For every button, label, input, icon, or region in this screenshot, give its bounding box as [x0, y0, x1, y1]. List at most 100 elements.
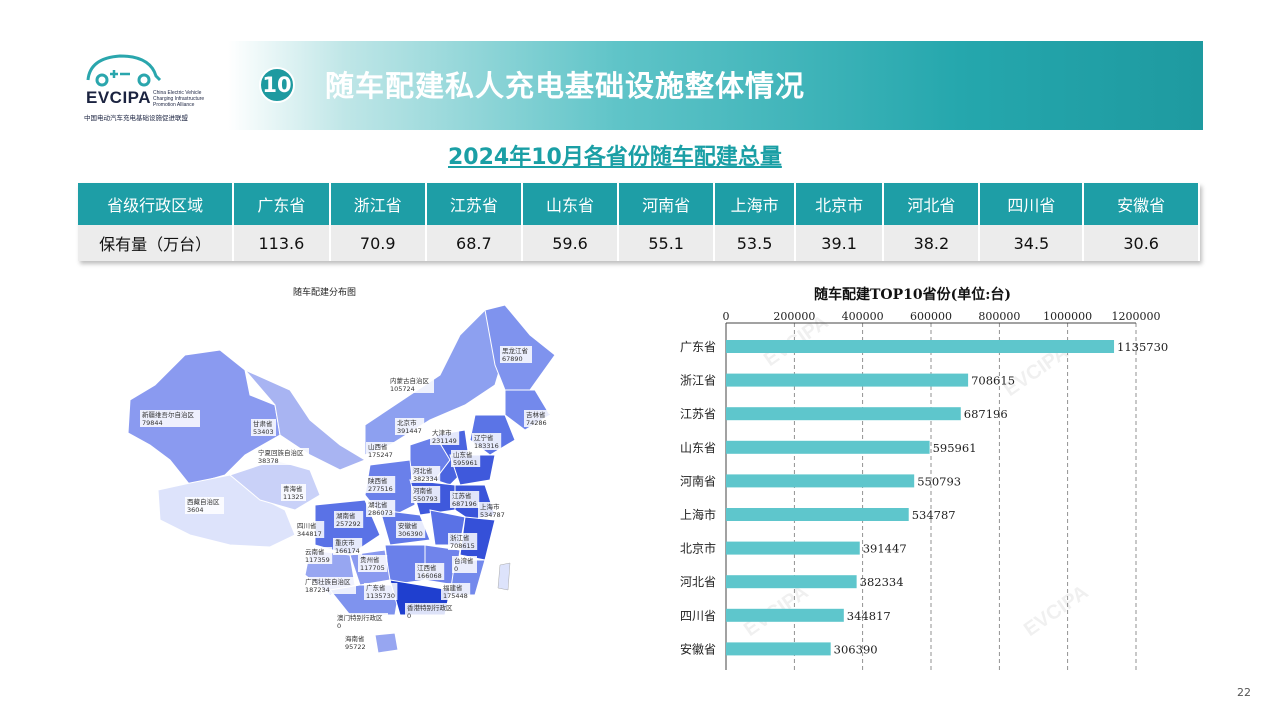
table-cell: 113.6: [233, 225, 331, 261]
map-region-value: 391447: [397, 427, 422, 435]
map-label-box: [140, 410, 200, 427]
x-tick-label: 200000: [773, 310, 815, 323]
map-region-value: 687196: [452, 500, 477, 508]
map-region-value: 79844: [142, 419, 163, 427]
map-region-value: 95722: [345, 643, 366, 651]
value-label: 687196: [964, 407, 1008, 421]
category-label: 山东省: [680, 441, 716, 455]
map-region-value: 175448: [443, 592, 468, 600]
table-cell: 广东省: [233, 183, 331, 225]
map-region-value: 11325: [283, 493, 304, 501]
logo-english: China Electric Vehicle Charging Infrastru…: [153, 90, 205, 108]
map-label-box: [524, 410, 549, 427]
category-label: 北京市: [680, 541, 716, 556]
map-label-box: [295, 521, 325, 538]
map-label-box: [395, 418, 425, 435]
bar: [726, 373, 969, 387]
category-label: 四川省: [680, 609, 716, 623]
table-cell: 河南省: [618, 183, 716, 225]
map-region-value: 67890: [502, 355, 523, 363]
map-region-value: 1135730: [366, 592, 395, 600]
map-label-box: [303, 577, 356, 594]
map-region-name: 内蒙古自治区: [390, 376, 430, 385]
map-label-box: [448, 533, 478, 550]
map-label-box: [334, 511, 364, 528]
table-cell: 北京市: [794, 183, 885, 225]
map-label-box: [364, 583, 398, 600]
region-xinjiang: [127, 349, 281, 486]
map-label-box: [500, 346, 532, 363]
map-region-name: 河南省: [413, 486, 433, 495]
category-label: 安徽省: [680, 641, 716, 656]
map-region-value: 306390: [398, 530, 423, 538]
bar: [726, 440, 930, 454]
table-header-row: 省级行政区域 广东省 浙江省 江苏省 山东省 河南省 上海市 北京市 河北省 四…: [78, 183, 1200, 225]
map-region-value: 595961: [453, 459, 478, 467]
map-region-name: 黑龙江省: [502, 346, 529, 355]
table-cell: 55.1: [618, 225, 716, 261]
bar-chart-title: 随车配建TOP10省份(单位:台): [814, 287, 1012, 303]
table-value-row: 保有量（万台） 113.6 70.9 68.7 59.6 55.1 53.5 3…: [78, 225, 1200, 261]
map-region-value: 0: [337, 622, 341, 630]
map-region-name: 广西壮族自治区: [305, 577, 351, 586]
map-label-box: [415, 563, 445, 580]
table-cell: 59.6: [521, 225, 620, 261]
map-region-value: 0: [407, 612, 411, 620]
table-cell: 39.1: [794, 225, 885, 261]
value-label: 534787: [912, 508, 956, 522]
map-region-name: 安徽省: [398, 521, 418, 530]
map-title: 随车配建分布图: [293, 288, 357, 298]
map-label-box: [396, 521, 426, 538]
bar: [726, 340, 1115, 353]
map-label-box: [366, 476, 396, 493]
map-region-value: 183316: [474, 442, 499, 450]
map-region-name: 澳门特别行政区: [337, 613, 383, 622]
bar: [726, 508, 909, 521]
map-region-name: 广东省: [366, 583, 386, 592]
map-region-value: 231149: [432, 437, 457, 445]
map-region-value: 550793: [413, 495, 438, 503]
bar: [726, 407, 961, 421]
map-label-box: [450, 491, 480, 508]
map-label-box: [333, 538, 363, 555]
map-region-name: 吉林省: [526, 410, 546, 419]
map-region-value: 187234: [305, 586, 330, 594]
value-label: 391447: [863, 542, 907, 556]
map-region-value: 105724: [390, 385, 415, 393]
page-number: 22: [1237, 686, 1251, 699]
section-number: 10: [259, 67, 295, 103]
map-region-name: 北京市: [397, 418, 417, 427]
map-label-box: [441, 583, 471, 600]
map-region-name: 香港特别行政区: [407, 603, 453, 612]
category-label: 江苏省: [680, 407, 716, 421]
map-region-name: 重庆市: [335, 538, 355, 547]
region-hainan: [374, 632, 399, 654]
map-region-value: 38378: [258, 457, 279, 465]
map-region-name: 海南省: [345, 634, 365, 643]
map-label-box: [366, 442, 396, 459]
map-region-value: 166174: [335, 547, 360, 555]
x-tick-label: 600000: [910, 310, 952, 323]
value-label: 344817: [847, 609, 891, 623]
map-region-value: 286073: [368, 509, 393, 517]
category-label: 广东省: [680, 340, 716, 354]
map-region-value: 534787: [480, 511, 505, 519]
value-label: 708615: [971, 374, 1015, 388]
map-label-box: [256, 448, 309, 465]
bar: [726, 474, 915, 488]
map-label-box: [251, 419, 276, 436]
value-label: 595961: [933, 441, 977, 455]
logo-name: EVCIPA: [86, 88, 152, 107]
map-region-name: 宁夏回族自治区: [258, 448, 304, 457]
map-region-name: 青海省: [283, 484, 303, 493]
map-region-name: 台湾省: [454, 556, 474, 565]
map-region-name: 云南省: [305, 547, 325, 556]
map-label-box: [478, 502, 508, 519]
bar: [726, 608, 844, 622]
map-label-box: [472, 433, 502, 450]
map-region-value: 74286: [526, 419, 547, 427]
map-region-name: 浙江省: [450, 533, 470, 542]
map-label-box: [451, 450, 481, 467]
table-cell: 30.6: [1083, 225, 1200, 261]
